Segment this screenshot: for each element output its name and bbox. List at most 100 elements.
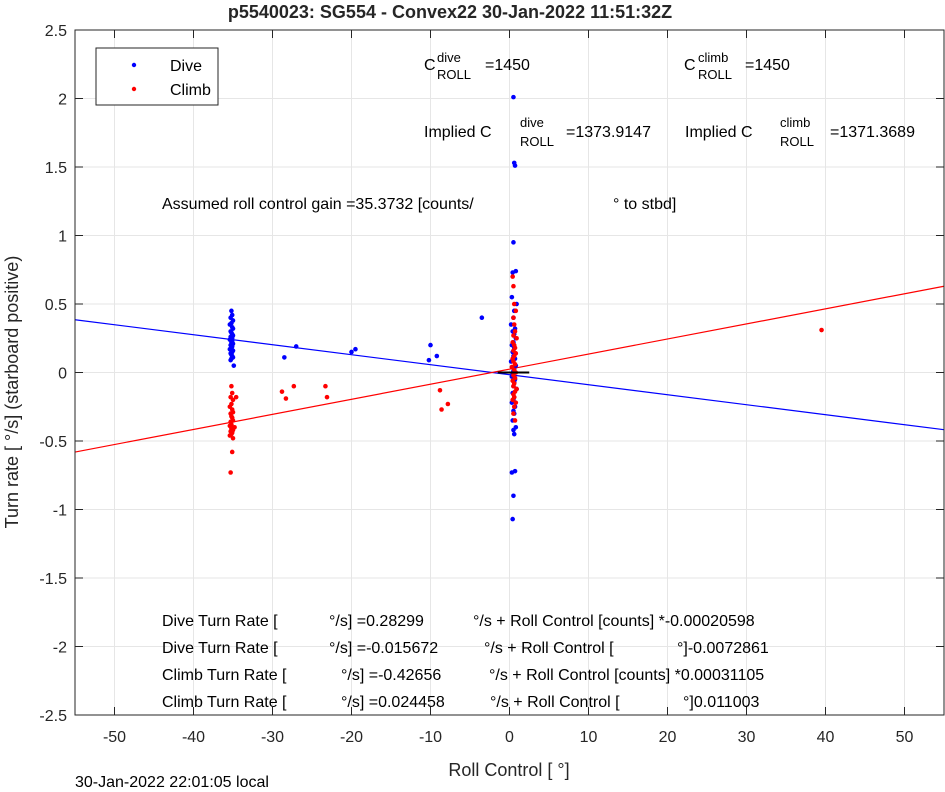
dive-point — [293, 344, 299, 349]
climb-point — [229, 449, 235, 455]
legend-marker-dive — [131, 62, 137, 68]
c-climb-main: C — [684, 57, 696, 74]
y-axis-label: Turn rate [ °/s] (starboard positive) — [2, 256, 22, 529]
legend-label-dive: Dive — [170, 58, 202, 75]
annotation-implied-climb: Implied C climb ROLL =1371.3689 — [685, 115, 915, 149]
legend: Dive Climb — [95, 47, 219, 106]
dive-point — [228, 357, 233, 363]
climb-point — [233, 394, 239, 400]
eq4-d: °]0.011003 — [683, 694, 759, 711]
eq2-a: Dive Turn Rate [ — [162, 640, 278, 657]
climb-point — [511, 283, 516, 289]
implied-dive-value: =1373.9147 — [566, 124, 651, 141]
eq2-b: °/s] =-0.015672 — [329, 640, 438, 657]
dive-point — [349, 349, 354, 355]
climb-point — [283, 396, 289, 401]
y-tick-label: 1.5 — [45, 160, 67, 177]
c-climb-value: =1450 — [745, 57, 790, 74]
y-tick-label: -2.5 — [39, 708, 67, 725]
eq1-c: °/s + Roll Control [counts] *-0.00020598 — [473, 613, 755, 630]
climb-point — [437, 388, 443, 393]
x-tick-label: 30 — [738, 729, 756, 746]
x-tick-label: -50 — [103, 729, 126, 746]
x-tick-label: 40 — [817, 729, 835, 746]
c-climb-sup: climb — [698, 50, 728, 65]
implied-dive-sup: dive — [520, 115, 544, 130]
x-tick-label: 0 — [505, 729, 514, 746]
c-dive-sup: dive — [437, 50, 461, 65]
x-tick-label: -30 — [261, 729, 284, 746]
dive-point — [229, 308, 234, 314]
y-tick-label: 0 — [58, 366, 67, 383]
climb-point — [445, 401, 451, 407]
climb-point — [512, 329, 518, 334]
climb-point — [229, 390, 235, 396]
climb-point — [511, 333, 516, 338]
dive-point — [479, 315, 485, 321]
climb-point — [230, 397, 236, 403]
climb-point — [511, 404, 517, 410]
equation-1: Dive Turn Rate [ °/s] =0.28299 °/s + Rol… — [162, 613, 755, 630]
y-tick-label: -1.5 — [39, 571, 67, 588]
climb-point — [511, 301, 517, 307]
annotation-c-climb: C climb ROLL =1450 — [684, 50, 790, 82]
eq3-a: Climb Turn Rate [ — [162, 667, 287, 684]
dive-point — [511, 431, 517, 437]
dive-point — [512, 163, 518, 168]
annotation-implied-dive: Implied C dive ROLL =1373.9147 — [424, 115, 651, 149]
c-dive-main: C — [424, 57, 436, 74]
dive-point — [511, 493, 516, 499]
climb-point — [514, 335, 519, 341]
gain-text-a: Assumed roll control gain =35.3732 [coun… — [162, 196, 474, 213]
climb-point — [510, 274, 515, 279]
dive-point — [428, 342, 433, 348]
implied-climb-value: =1371.3689 — [830, 124, 915, 141]
dive-point — [511, 240, 516, 245]
y-tick-label: 2 — [58, 92, 67, 109]
climb-point — [227, 433, 233, 438]
dive-point — [509, 294, 515, 300]
x-tick-label: -10 — [419, 729, 442, 746]
x-tick-label: -40 — [182, 729, 205, 746]
gain-text-b: ° to stbd] — [613, 196, 676, 213]
implied-climb-main: Implied C — [685, 124, 753, 141]
equation-4: Climb Turn Rate [ °/s] =0.024458 °/s + R… — [162, 694, 759, 711]
dive-fit-line — [74, 319, 945, 431]
climb-point — [232, 425, 237, 430]
c-climb-sub: ROLL — [698, 67, 732, 82]
axis-ticks: -50 -40 -30 -20 -10 0 10 20 30 40 50-2.5-2-1.5-1-0… — [39, 23, 944, 746]
eq1-a: Dive Turn Rate [ — [162, 613, 278, 630]
x-tick-label: -20 — [340, 729, 363, 746]
x-tick-label: 10 — [580, 729, 598, 746]
footer-timestamp: 30-Jan-2022 22:01:05 local — [75, 774, 269, 791]
dive-point — [508, 322, 514, 327]
climb-point — [511, 322, 517, 327]
climb-point — [511, 315, 516, 321]
dive-point — [510, 516, 515, 522]
dive-point — [231, 363, 237, 368]
dive-point — [511, 94, 516, 100]
eq3-b: °/s] =-0.42656 — [341, 667, 441, 684]
climb-point — [513, 308, 519, 314]
dive-point — [510, 270, 515, 275]
c-dive-sub: ROLL — [437, 67, 471, 82]
dive-point — [434, 353, 440, 359]
climb-point — [228, 470, 233, 475]
climb-point — [324, 394, 330, 400]
dive-point — [511, 427, 516, 433]
eq2-c: °/s + Roll Control [ — [484, 640, 614, 657]
implied-climb-sub: ROLL — [780, 134, 814, 149]
eq4-a: Climb Turn Rate [ — [162, 694, 287, 711]
climb-point — [229, 383, 234, 389]
equation-3: Climb Turn Rate [ °/s] =-0.42656 °/s + R… — [162, 667, 764, 684]
eq3-c: °/s + Roll Control [counts] *0.00031105 — [489, 667, 764, 684]
climb-point — [512, 361, 518, 367]
dive-point — [229, 335, 235, 341]
dive-point — [282, 355, 287, 360]
eq2-d: °]-0.0072861 — [677, 640, 769, 657]
climb-point — [510, 397, 515, 403]
eq1-b: °/s] =0.28299 — [329, 613, 424, 630]
climb-point — [819, 327, 824, 333]
c-dive-value: =1450 — [485, 57, 530, 74]
